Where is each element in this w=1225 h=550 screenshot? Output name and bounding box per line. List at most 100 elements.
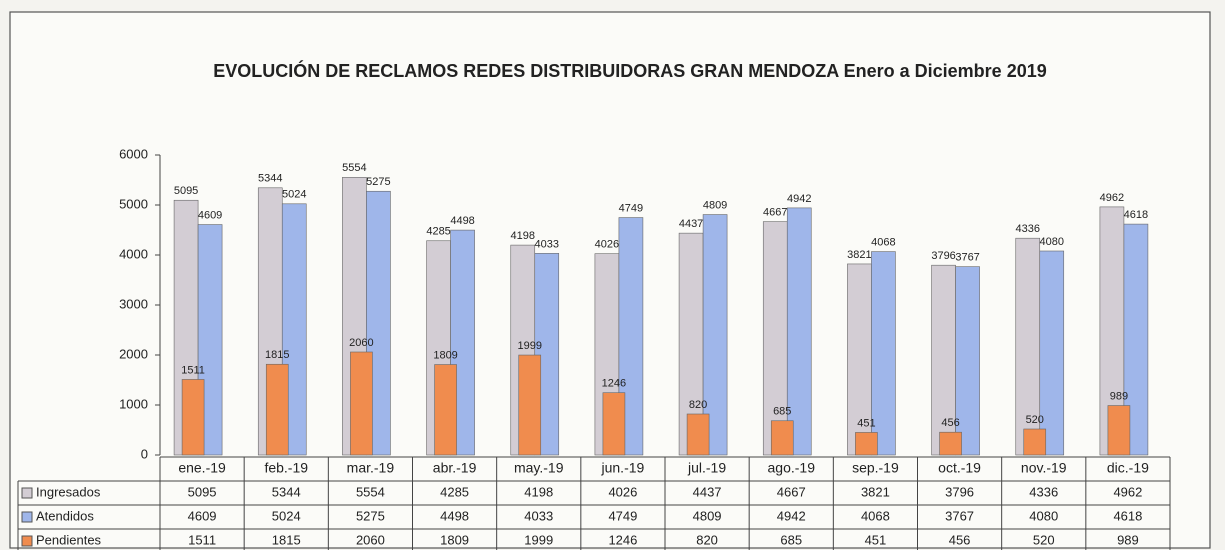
table-cell: 520 bbox=[1033, 532, 1055, 547]
x-tick-label: ene.-19 bbox=[178, 460, 226, 476]
bar bbox=[602, 392, 626, 456]
bar bbox=[855, 432, 878, 456]
value-label: 520 bbox=[1026, 414, 1044, 426]
table-cell: 5095 bbox=[188, 484, 217, 499]
value-label: 1511 bbox=[181, 364, 205, 376]
x-tick-label: may.-19 bbox=[514, 460, 564, 476]
bar bbox=[1039, 250, 1065, 456]
y-tick-label: 0 bbox=[141, 446, 148, 461]
x-tick-label: nov.-19 bbox=[1021, 460, 1067, 476]
value-label: 5344 bbox=[258, 173, 282, 185]
value-label: 3821 bbox=[847, 249, 871, 261]
y-tick-label: 4000 bbox=[119, 246, 148, 261]
value-label: 4609 bbox=[198, 209, 222, 221]
bar bbox=[762, 221, 788, 456]
bar bbox=[786, 207, 812, 456]
value-label: 1246 bbox=[602, 378, 626, 390]
y-tick-label: 6000 bbox=[119, 146, 148, 161]
value-label: 1809 bbox=[433, 349, 457, 361]
table-cell: 989 bbox=[1117, 532, 1139, 547]
value-label: 4068 bbox=[871, 237, 895, 249]
x-tick-label: jun.-19 bbox=[601, 460, 645, 476]
x-tick-label: jul.-19 bbox=[687, 460, 726, 476]
table-cell: 820 bbox=[696, 532, 718, 547]
value-label: 5554 bbox=[342, 162, 366, 174]
y-tick-label: 5000 bbox=[119, 196, 148, 211]
legend-swatch bbox=[21, 535, 33, 547]
table-cell: 4437 bbox=[693, 484, 722, 499]
bar bbox=[1107, 405, 1131, 456]
legend-swatch bbox=[21, 511, 33, 523]
table-cell: 4026 bbox=[608, 484, 637, 499]
table-cell: 1815 bbox=[272, 532, 301, 547]
table-cell: 4962 bbox=[1113, 484, 1142, 499]
table-cell: 4080 bbox=[1029, 508, 1058, 523]
table-cell: 5554 bbox=[356, 484, 385, 499]
x-tick-label: dic.-19 bbox=[1107, 460, 1149, 476]
bar bbox=[434, 364, 457, 456]
value-label: 4437 bbox=[679, 218, 703, 230]
table-cell: 5344 bbox=[272, 484, 301, 499]
bar bbox=[686, 413, 710, 456]
table-cell: 4749 bbox=[608, 508, 637, 523]
legend-swatch bbox=[21, 487, 33, 499]
bar bbox=[847, 263, 872, 456]
value-label: 456 bbox=[941, 417, 959, 429]
table-cell: 3796 bbox=[945, 484, 974, 499]
value-label: 820 bbox=[689, 399, 707, 411]
bar bbox=[955, 266, 980, 456]
value-label: 4026 bbox=[595, 239, 619, 251]
table-cell: 451 bbox=[865, 532, 887, 547]
x-tick-label: sep.-19 bbox=[852, 460, 899, 476]
table-cell: 4498 bbox=[440, 508, 469, 523]
value-label: 4667 bbox=[763, 207, 787, 219]
bar bbox=[265, 363, 289, 456]
table-cell: 4609 bbox=[188, 508, 217, 523]
value-label: 3767 bbox=[955, 252, 979, 264]
value-label: 3796 bbox=[931, 250, 955, 262]
legend-label: Ingresados bbox=[36, 484, 101, 499]
value-label: 4285 bbox=[426, 226, 450, 238]
value-label: 685 bbox=[773, 406, 791, 418]
bar bbox=[518, 354, 542, 456]
table-cell: 5275 bbox=[356, 508, 385, 523]
table-cell: 4033 bbox=[524, 508, 553, 523]
bar bbox=[871, 251, 896, 456]
table-cell: 4942 bbox=[777, 508, 806, 523]
table-cell: 685 bbox=[780, 532, 802, 547]
value-label: 1815 bbox=[265, 349, 289, 361]
table-cell: 3767 bbox=[945, 508, 974, 523]
bar bbox=[1023, 428, 1047, 456]
value-label: 4942 bbox=[787, 193, 811, 205]
value-label: 4962 bbox=[1100, 192, 1124, 204]
value-label: 1999 bbox=[518, 340, 542, 352]
value-label: 4618 bbox=[1124, 209, 1148, 221]
table-cell: 5024 bbox=[272, 508, 301, 523]
x-tick-label: oct.-19 bbox=[938, 460, 981, 476]
bar bbox=[281, 203, 307, 456]
table-cell: 4336 bbox=[1029, 484, 1058, 499]
y-tick-label: 1000 bbox=[119, 396, 148, 411]
value-label: 451 bbox=[857, 417, 875, 429]
table-cell: 4068 bbox=[861, 508, 890, 523]
table-cell: 4809 bbox=[693, 508, 722, 523]
value-label: 5275 bbox=[366, 176, 390, 188]
value-label: 989 bbox=[1110, 390, 1128, 402]
x-tick-label: feb.-19 bbox=[264, 460, 308, 476]
table-cell: 4667 bbox=[777, 484, 806, 499]
bar bbox=[350, 351, 373, 456]
value-label: 5095 bbox=[174, 185, 198, 197]
x-tick-label: ago.-19 bbox=[768, 460, 816, 476]
legend-label: Pendientes bbox=[36, 532, 102, 547]
table-cell: 1999 bbox=[524, 532, 553, 547]
value-label: 4809 bbox=[703, 199, 727, 211]
value-label: 2060 bbox=[349, 337, 373, 349]
x-tick-label: abr.-19 bbox=[433, 460, 477, 476]
value-label: 4749 bbox=[619, 202, 643, 214]
table-cell: 4285 bbox=[440, 484, 469, 499]
bar bbox=[770, 420, 794, 456]
y-tick-label: 3000 bbox=[119, 296, 148, 311]
table-cell: 4198 bbox=[524, 484, 553, 499]
chart-title: EVOLUCIÓN DE RECLAMOS REDES DISTRIBUIDOR… bbox=[213, 60, 1046, 81]
legend-label: Atendidos bbox=[36, 508, 94, 523]
